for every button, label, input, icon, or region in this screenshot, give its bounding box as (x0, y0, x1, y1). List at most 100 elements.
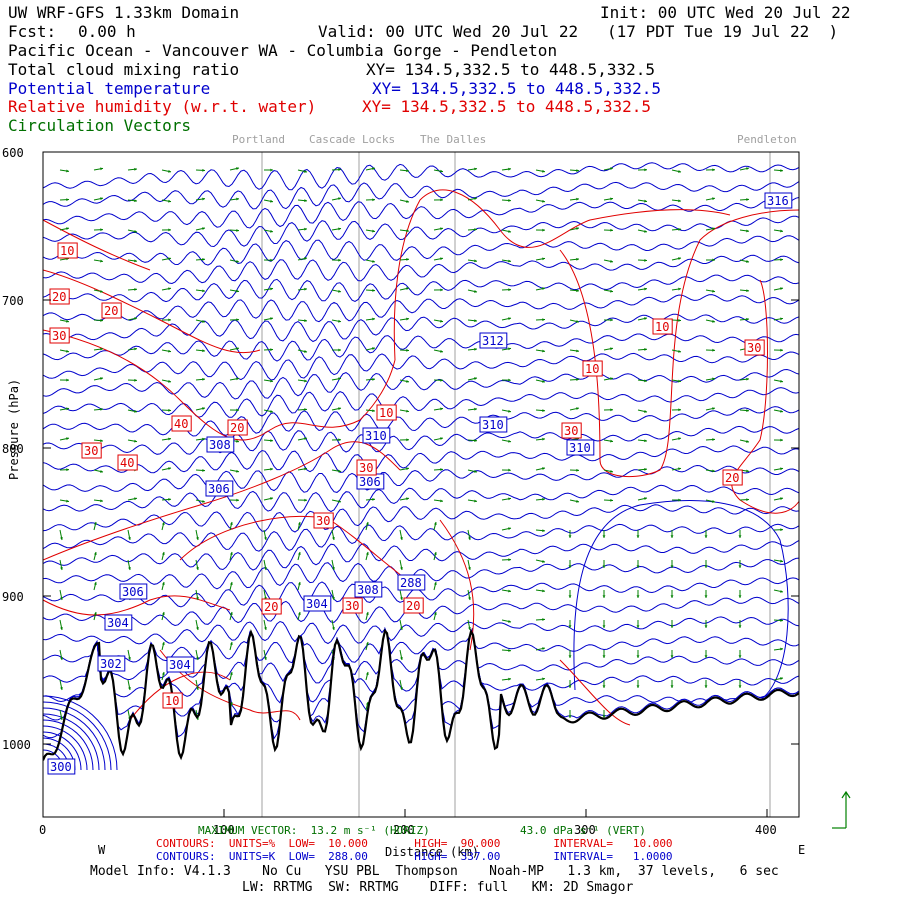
vector-arrowhead (134, 199, 137, 203)
vector-arrowhead (406, 169, 409, 173)
vector-arrowhead (400, 537, 403, 540)
rh-label: 10 (655, 320, 669, 334)
vector-arrowhead (746, 229, 749, 233)
vector-arrowhead (134, 347, 137, 351)
vector-arrowhead (542, 169, 545, 173)
vector-arrowhead (304, 350, 307, 353)
vector-arrowhead (508, 409, 511, 413)
vector-arrowhead (406, 287, 409, 290)
theta-contour-surface (43, 707, 106, 771)
field-vectors: Circulation Vectors (8, 116, 192, 135)
vector-arrowhead (780, 348, 783, 352)
rh-contour (43, 329, 396, 441)
vector-arrowhead (474, 228, 477, 231)
vector-arrowhead (746, 377, 749, 381)
theta-label: 308 (209, 438, 231, 452)
vector-arrowhead (576, 468, 579, 472)
vector-arrowhead (100, 197, 103, 201)
x-tick-200: 200 (393, 823, 415, 837)
vector-arrowhead (372, 259, 375, 263)
vector-arrowhead (100, 259, 103, 263)
theta-label-box (166, 656, 195, 673)
vector-arrowhead (365, 642, 369, 645)
vector-arrowhead (100, 319, 103, 322)
vector-arrowhead (406, 467, 409, 471)
rh-label: 30 (564, 424, 578, 438)
vector-arrowhead (400, 627, 403, 630)
vector-arrowhead (670, 625, 674, 628)
vector-arrowhead (636, 595, 640, 598)
vector-arrowhead (440, 257, 443, 261)
theta-label-box (479, 332, 508, 349)
vector-arrowhead (365, 522, 369, 525)
rh-contours (43, 189, 799, 726)
vector-arrowhead (602, 595, 606, 598)
x-tick-300: 300 (574, 823, 596, 837)
rh-label-box (57, 242, 78, 259)
vector-arrowhead (202, 407, 205, 410)
vector-arrowhead (542, 618, 545, 621)
vector-arrowhead (372, 317, 375, 321)
vector-arrowhead (636, 535, 640, 538)
vector-arrowhead (474, 439, 477, 442)
vector-arrowhead (93, 522, 97, 525)
theta-contour (43, 425, 799, 455)
vector-arrowhead (338, 227, 341, 231)
vector-arrowhead (338, 377, 341, 381)
vector-arrowhead (168, 437, 171, 441)
theta-contour (43, 577, 799, 608)
theta-contour (43, 445, 799, 474)
vector-arrowhead (542, 257, 545, 261)
vector-arrowhead (270, 258, 273, 262)
vector-arrowhead (678, 498, 681, 502)
vector-arrowhead (66, 378, 69, 382)
vector-arrowhead (440, 169, 443, 173)
rh-contour (43, 219, 151, 271)
vector-arrowhead (264, 537, 267, 540)
vector-arrowhead (678, 437, 681, 441)
vector-arrowhead (542, 677, 545, 681)
rh-label-box (313, 512, 334, 529)
vector-arrowhead (542, 228, 545, 232)
theta-label-box (47, 758, 76, 775)
vector-arrowhead (636, 655, 640, 658)
vector-arrowhead (738, 565, 742, 568)
vector-arrowhead (780, 497, 783, 501)
rh-label: 10 (379, 406, 393, 420)
vector-arrowhead (134, 378, 137, 382)
vector-arrowhead (372, 347, 375, 350)
field-rh-xy: XY= 134.5,332.5 to 448.5,332.5 (362, 97, 651, 116)
rh-contour (731, 279, 799, 514)
vector-arrowhead (568, 535, 572, 538)
vector-arrowhead (712, 197, 715, 201)
rh-contour (393, 189, 731, 361)
vector-arrowhead (542, 647, 545, 651)
vector-arrowhead (542, 199, 545, 203)
vector-arrowhead (468, 597, 471, 600)
vector-arrowhead (602, 655, 606, 658)
vector-arrowhead (704, 655, 708, 658)
location-cascade-locks: Cascade Locks (309, 133, 396, 146)
vector-arrowhead (297, 522, 301, 525)
vector-arrowhead (400, 567, 403, 570)
vector-arrowhead (161, 582, 165, 585)
vector-arrowhead (738, 685, 742, 688)
vector-arrowhead (602, 565, 606, 568)
vector-arrowhead (610, 289, 613, 293)
vector-arrowhead (100, 407, 103, 411)
vector-arrowhead (406, 379, 409, 383)
theta-label: 302 (100, 657, 122, 671)
vector-arrowhead (644, 287, 647, 291)
rh-label: 10 (165, 694, 179, 708)
vector-arrowhead (678, 257, 681, 260)
vector-arrowhead (712, 500, 715, 503)
theta-label: 304 (306, 597, 328, 611)
vector-arrowhead (542, 497, 545, 501)
vector-arrowhead (100, 377, 103, 380)
vector-arrowhead (406, 497, 409, 501)
vector-arrowhead (365, 552, 369, 555)
theta-contour (43, 539, 799, 571)
vector-arrowhead (568, 655, 572, 658)
vector-arrowhead (66, 407, 69, 411)
rh-label-box (117, 454, 138, 471)
